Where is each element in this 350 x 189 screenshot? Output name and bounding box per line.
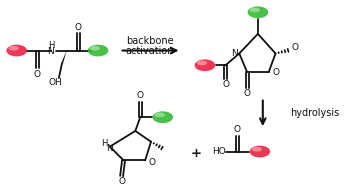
Ellipse shape	[195, 59, 215, 71]
Text: O: O	[272, 68, 279, 77]
Text: H: H	[48, 41, 54, 50]
Text: O: O	[222, 80, 229, 89]
Text: OH: OH	[48, 78, 62, 87]
Text: N: N	[48, 47, 54, 56]
Ellipse shape	[88, 45, 108, 57]
Text: +: +	[191, 147, 202, 160]
Ellipse shape	[252, 147, 262, 152]
Ellipse shape	[90, 46, 100, 50]
Text: O: O	[234, 125, 241, 134]
Text: N: N	[106, 144, 113, 153]
Ellipse shape	[6, 45, 27, 57]
Text: activation: activation	[126, 46, 174, 56]
Text: hydrolysis: hydrolysis	[290, 108, 340, 118]
Text: N: N	[231, 49, 238, 58]
Ellipse shape	[8, 46, 19, 50]
Text: O: O	[244, 89, 251, 98]
Text: H: H	[101, 139, 107, 148]
Ellipse shape	[155, 112, 165, 117]
Polygon shape	[61, 50, 67, 65]
Text: backbone: backbone	[126, 36, 174, 46]
Text: O: O	[148, 158, 155, 167]
Text: O: O	[292, 43, 299, 52]
Ellipse shape	[197, 60, 207, 65]
Ellipse shape	[250, 8, 260, 12]
Text: O: O	[75, 22, 82, 32]
Text: O: O	[34, 70, 41, 79]
Ellipse shape	[153, 111, 173, 123]
Text: HO: HO	[212, 147, 225, 156]
Text: O: O	[118, 177, 125, 186]
Ellipse shape	[247, 6, 268, 18]
Ellipse shape	[250, 146, 270, 157]
Text: O: O	[137, 91, 144, 100]
